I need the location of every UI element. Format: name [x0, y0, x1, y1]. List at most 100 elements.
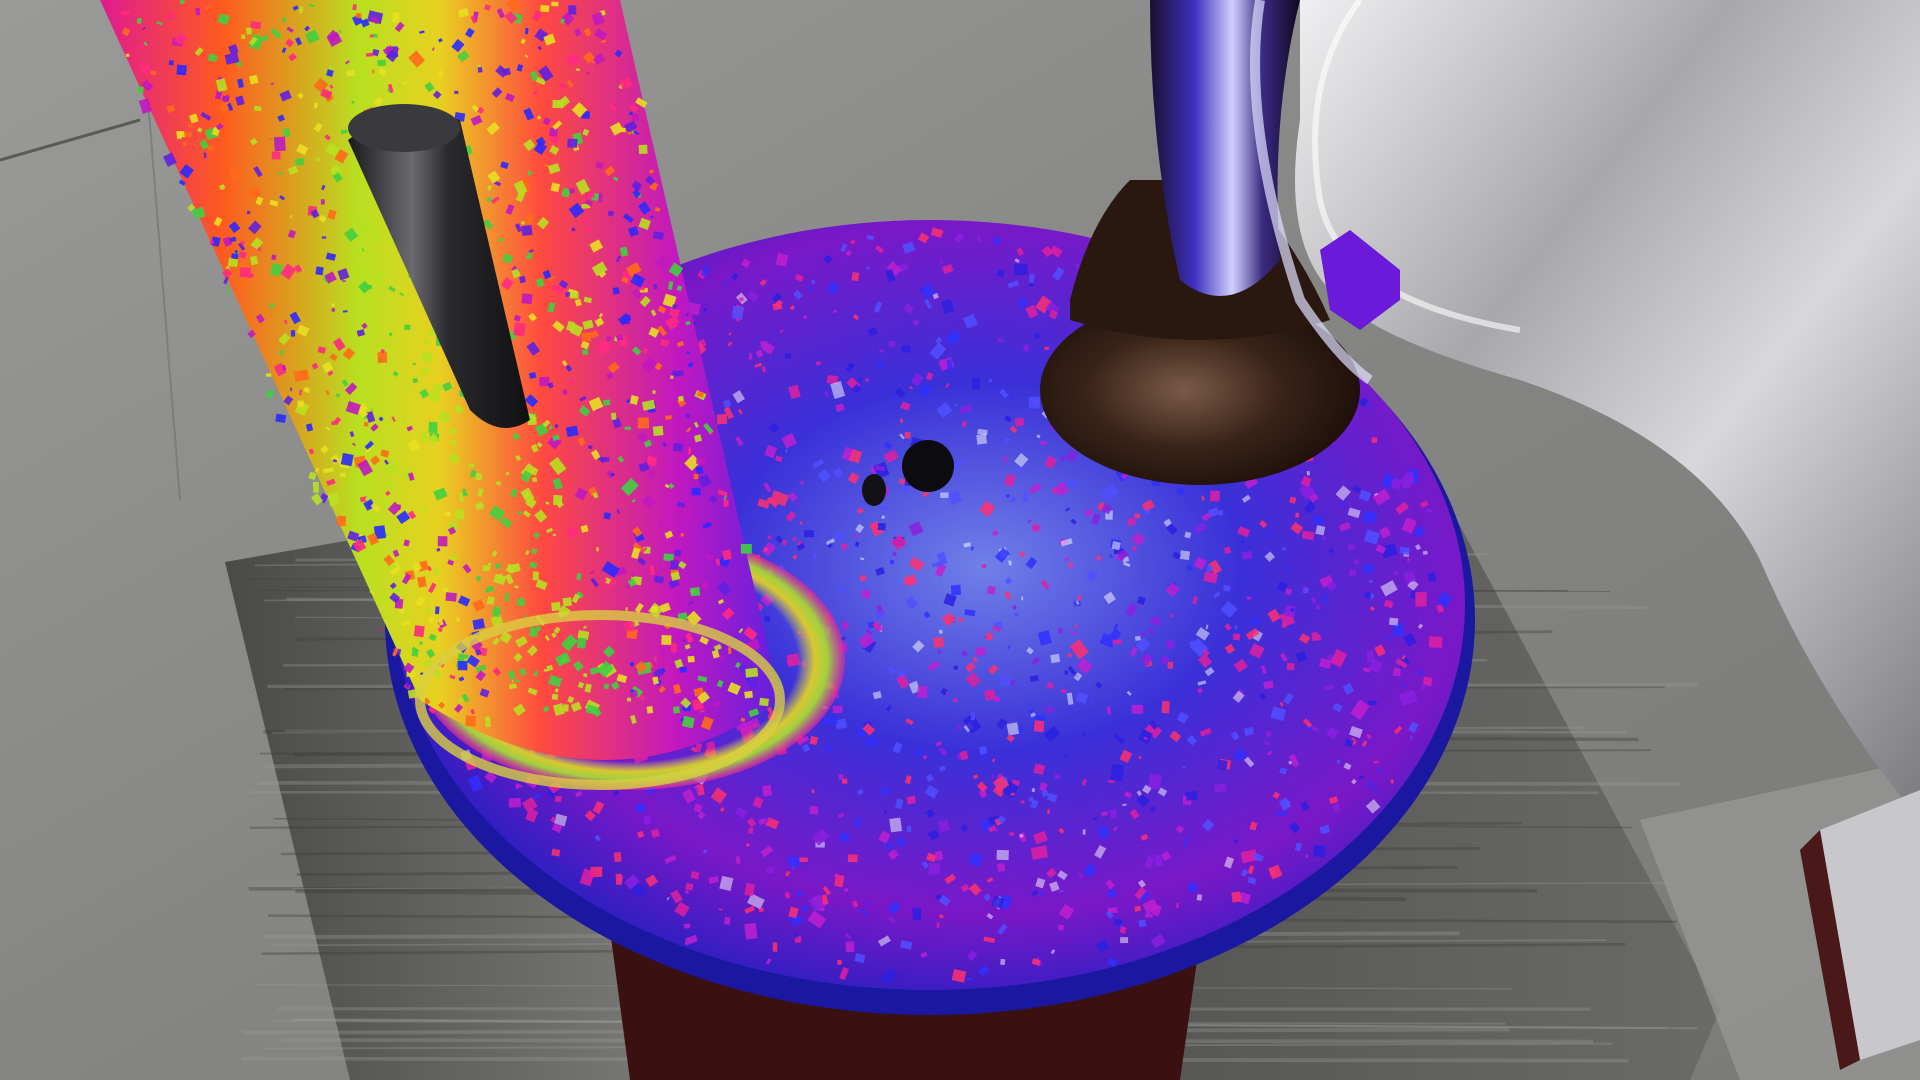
- fluid-particle: [1014, 452, 1029, 468]
- tube-speckle: [700, 709, 705, 713]
- fluid-particle: [1045, 706, 1055, 714]
- tube-speckle: [406, 438, 421, 453]
- fluid-particle: [1028, 273, 1036, 284]
- tube-speckle: [437, 410, 452, 425]
- tube-speckle: [217, 13, 230, 25]
- fluid-particle: [1019, 834, 1024, 838]
- fluid-particle: [744, 882, 756, 897]
- fluid-particle: [1064, 670, 1069, 675]
- steel-rod: [348, 113, 530, 429]
- tube-speckle: [650, 605, 659, 614]
- fluid-particle: [1009, 425, 1018, 434]
- fluid-particle: [1002, 456, 1008, 462]
- fluid-particle: [1202, 649, 1210, 657]
- tube-speckle: [574, 298, 582, 307]
- tube-speckle: [400, 415, 408, 424]
- tube-speckle: [668, 482, 675, 490]
- fluid-particle: [801, 735, 810, 744]
- tube-speckle: [615, 255, 622, 263]
- tube-speckle: [139, 44, 146, 49]
- tube-speckle: [512, 433, 520, 441]
- fluid-particle: [1245, 628, 1260, 641]
- fluid-particle: [1358, 775, 1365, 780]
- fluid-particle: [906, 825, 912, 833]
- tube-speckle: [631, 573, 635, 578]
- tube-speckle: [629, 111, 633, 116]
- tube-speckle: [205, 4, 213, 11]
- tube-speckle: [721, 549, 732, 561]
- fluid-particle: [1281, 622, 1288, 629]
- tube-speckle: [652, 231, 665, 240]
- tube-speckle: [640, 695, 645, 701]
- tube-speckle: [697, 691, 710, 704]
- tube-speckle: [227, 257, 239, 268]
- tube-speckle: [743, 626, 758, 641]
- tube-speckle: [238, 251, 247, 259]
- fluid-particle: [1240, 540, 1245, 544]
- tube-speckle: [568, 187, 576, 194]
- tube-speckle: [631, 346, 642, 356]
- tube-speckle: [407, 472, 415, 481]
- fluid-particle: [1110, 628, 1122, 641]
- tube-speckle: [600, 577, 608, 585]
- fluid-particle: [1048, 309, 1059, 320]
- fluid-particle: [1036, 434, 1041, 439]
- tube-speckle: [569, 379, 576, 385]
- fluid-particle: [1422, 550, 1428, 556]
- tube-speckle: [561, 360, 568, 367]
- tube-speckle: [271, 151, 281, 160]
- tube-speckle: [477, 66, 483, 73]
- tube-speckle: [498, 573, 503, 579]
- tube-speckle: [349, 431, 355, 437]
- tube-speckle: [253, 105, 262, 112]
- fluid-particle: [1054, 481, 1070, 497]
- tube-speckle: [356, 329, 366, 337]
- tube-speckle: [504, 592, 509, 602]
- tube-speckle: [425, 606, 431, 614]
- fluid-particle: [869, 520, 884, 537]
- fluid-particle: [1420, 500, 1429, 508]
- fluid-particle: [1000, 958, 1006, 966]
- tube-speckle: [322, 467, 334, 474]
- fluid-particle: [1353, 558, 1360, 566]
- fluid-particle: [1109, 809, 1118, 820]
- fluid-particle: [1040, 579, 1050, 590]
- fluid-particle: [745, 843, 750, 847]
- fluid-particle: [1023, 491, 1029, 503]
- fluid-particle: [912, 640, 925, 653]
- tube-speckle: [529, 561, 538, 569]
- tube-speckle: [438, 619, 444, 626]
- fluid-particle: [1420, 683, 1427, 691]
- tube-speckle: [530, 467, 539, 476]
- fluid-particle: [1249, 821, 1258, 831]
- fluid-particle: [891, 394, 897, 400]
- fluid-particle: [1077, 872, 1085, 879]
- fluid-particle: [1123, 561, 1131, 568]
- tube-speckle: [546, 664, 554, 671]
- tube-speckle: [552, 320, 565, 333]
- tube-speckle: [630, 689, 635, 693]
- fluid-particle: [1244, 756, 1255, 768]
- fluid-particle: [1218, 509, 1224, 516]
- fluid-particle: [1031, 958, 1041, 967]
- fluid-particle: [1043, 725, 1061, 743]
- fluid-particle: [1374, 644, 1386, 657]
- tube-speckle: [249, 74, 259, 85]
- fluid-particle: [708, 875, 719, 884]
- tube-speckle: [568, 5, 577, 15]
- tube-speckle: [270, 263, 283, 277]
- tube-speckle: [231, 253, 239, 260]
- tube-speckle: [380, 501, 390, 511]
- tube-speckle: [428, 615, 435, 624]
- fluid-particle: [1030, 712, 1036, 718]
- fluid-particle: [1259, 520, 1268, 529]
- fluid-particle: [1187, 882, 1199, 894]
- tube-speckle: [616, 509, 621, 514]
- fluid-particle: [906, 795, 916, 805]
- tube-speckle: [532, 477, 538, 483]
- fluid-particle: [1136, 794, 1150, 808]
- fluid-particle: [1081, 778, 1087, 786]
- tube-speckle: [138, 98, 153, 114]
- fluid-particle: [912, 908, 922, 920]
